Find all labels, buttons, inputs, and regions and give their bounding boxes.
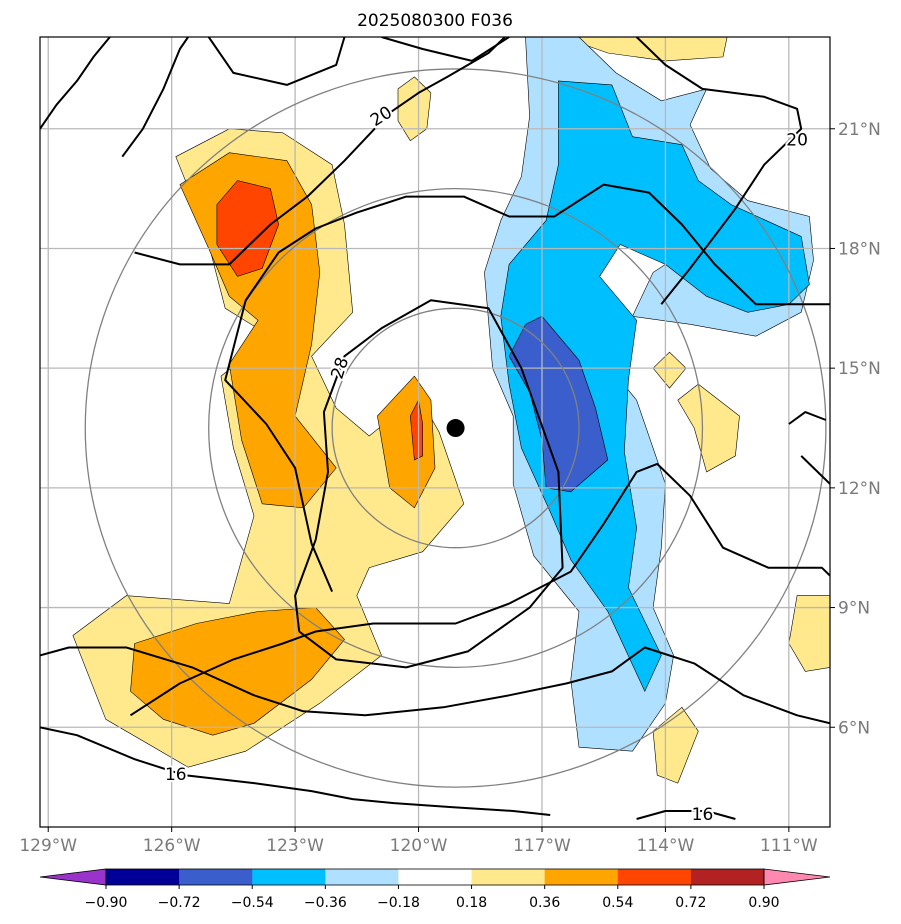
- y-axis-ticks: 6°N 9°N 12°N 15°N 18°N 21°N: [830, 120, 881, 738]
- contour-line-4: [635, 37, 803, 305]
- x-tick-label: 129°W: [19, 836, 77, 856]
- contour-line-12: [788, 411, 827, 425]
- y-tick-label: 9°N: [838, 599, 870, 619]
- shaded-region-0-3: [677, 383, 740, 473]
- contour-line-6: [224, 183, 830, 592]
- contour-line-8: [129, 462, 830, 717]
- colorbar-tick-label: −0.90: [85, 895, 128, 911]
- y-tick-label: 15°N: [838, 359, 881, 379]
- colorbar-frame: [105, 868, 765, 886]
- colorbar-bin: [617, 869, 692, 885]
- y-tick-label: 6°N: [838, 718, 870, 738]
- storm-center: [446, 419, 465, 438]
- colorbar-tick-label: 0.36: [529, 895, 560, 911]
- colorbar-extend-high: [763, 868, 831, 886]
- colorbar-bin: [398, 869, 473, 885]
- colorbar-bin: [325, 869, 399, 885]
- chart-title: 2025080300 F036: [357, 11, 513, 31]
- x-tick-label: 126°W: [143, 836, 201, 856]
- colorbar-bin: [252, 869, 326, 885]
- y-tick-label: 12°N: [838, 479, 881, 499]
- colorbar-tick-label: 0.72: [675, 895, 706, 911]
- contour-lines: [40, 37, 830, 820]
- shaded-region-0-6: [652, 706, 699, 784]
- contour-label-4: 16: [692, 805, 714, 825]
- contour-line-11: [636, 810, 736, 820]
- colorbar-tick-label: −0.54: [231, 895, 274, 911]
- colorbar-bin: [544, 869, 619, 885]
- x-tick-label: 120°W: [390, 836, 448, 856]
- x-tick-label: 117°W: [513, 836, 571, 856]
- x-tick-label: 123°W: [266, 836, 324, 856]
- y-tick-label: 21°N: [838, 120, 881, 140]
- colorbar-bin: [471, 869, 546, 885]
- shaded-region-4-0: [500, 80, 810, 693]
- plot-frame: [39, 36, 831, 828]
- colorbar-tick-label: 0.18: [456, 895, 487, 911]
- contour-line-7: [294, 299, 564, 669]
- range-ring: [208, 187, 704, 669]
- x-tick-label: 111°W: [760, 836, 818, 856]
- contour-label-5: 2: [829, 498, 840, 518]
- shaded-region-2-0: [216, 180, 279, 277]
- colorbar-tick-label: 0.54: [602, 895, 633, 911]
- colorbar-bin: [106, 869, 180, 885]
- colorbar-bin: [690, 869, 765, 885]
- range-ring: [331, 307, 580, 549]
- contour-line-13: [800, 455, 830, 485]
- contour-line-5: [134, 37, 506, 266]
- storm-center-dot: [446, 419, 465, 438]
- range-rings: [84, 68, 827, 788]
- x-tick-label: 114°W: [637, 836, 695, 856]
- x-axis-ticks: 129°W 126°W 123°W 120°W 117°W 114°W 111°W: [19, 827, 818, 856]
- contour-line-0: [40, 37, 111, 130]
- contour-label-1: 20: [786, 131, 808, 151]
- colorbar-extend-low: [39, 868, 107, 886]
- colorbar-tick-label: −0.36: [304, 895, 347, 911]
- colorbar-bin: [179, 869, 253, 885]
- shaded-region-2-1: [409, 399, 423, 461]
- contour-label-3: 16: [165, 765, 187, 785]
- gridlines: [40, 37, 830, 827]
- contour-line-2: [207, 37, 346, 86]
- colorbar-tick-label: 0.90: [748, 895, 779, 911]
- colorbar-tick-label: −0.18: [377, 895, 420, 911]
- contour-line-3: [381, 37, 510, 62]
- colorbar: −0.90 −0.72 −0.54 −0.36 −0.18 0.18 0.36 0.54 0.7…: [39, 868, 831, 911]
- shaded-region-0-4: [788, 595, 830, 672]
- y-tick-label: 18°N: [838, 239, 881, 259]
- colorbar-tick-label: −0.72: [158, 895, 201, 911]
- contour-line-9: [40, 646, 830, 725]
- range-ring: [84, 68, 827, 788]
- shaded-region-0-2: [562, 37, 728, 62]
- contour-line-1: [121, 37, 189, 158]
- contour-line-10: [40, 726, 551, 816]
